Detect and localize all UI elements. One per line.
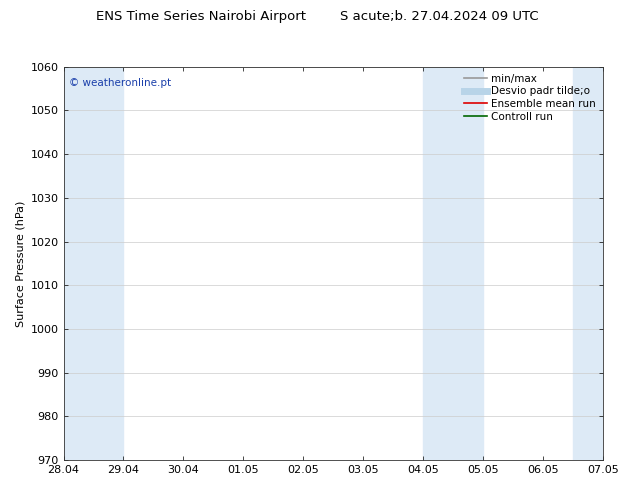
Legend: min/max, Desvio padr tilde;o, Ensemble mean run, Controll run: min/max, Desvio padr tilde;o, Ensemble m…: [462, 72, 598, 124]
Bar: [63, 67, 94, 460]
Bar: [94, 67, 124, 460]
Bar: [424, 67, 453, 460]
Bar: [573, 67, 603, 460]
Text: © weatheronline.pt: © weatheronline.pt: [69, 78, 171, 88]
Text: ENS Time Series Nairobi Airport        S acute;b. 27.04.2024 09 UTC: ENS Time Series Nairobi Airport S acute;…: [96, 10, 538, 23]
Y-axis label: Surface Pressure (hPa): Surface Pressure (hPa): [15, 200, 25, 326]
Bar: [453, 67, 483, 460]
